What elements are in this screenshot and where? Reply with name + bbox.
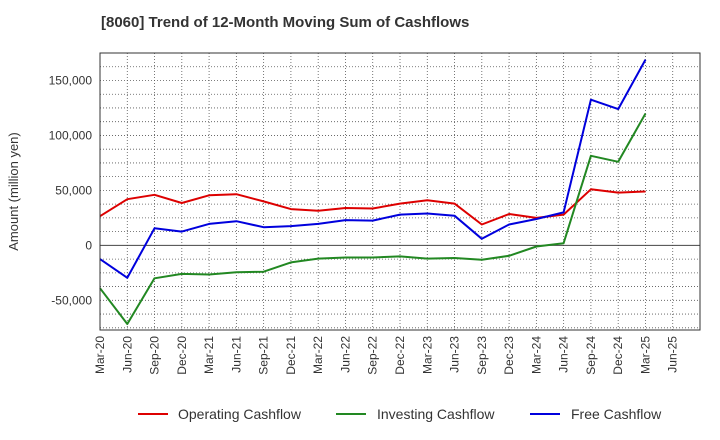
legend-label-operating-cashflow: Operating Cashflow: [178, 406, 302, 422]
y-tick-label: 0: [85, 238, 92, 252]
plot-frame: [99, 52, 701, 331]
y-tick-label: 50,000: [55, 183, 92, 197]
x-tick-label: Dec-20: [175, 336, 189, 375]
x-tick-label: Jun-25: [666, 336, 680, 373]
x-tick-label: Dec-24: [611, 336, 625, 375]
x-tick-label: Mar-23: [420, 336, 434, 374]
legend-label-investing-cashflow: Investing Cashflow: [377, 406, 495, 422]
x-tick-label: Mar-20: [93, 336, 107, 374]
x-tick-label: Mar-25: [638, 336, 652, 374]
x-tick-label: Sep-22: [366, 336, 380, 375]
x-tick-label: Mar-24: [529, 336, 543, 374]
x-tick-label: Jun-21: [229, 336, 243, 373]
x-tick-label: Sep-23: [475, 336, 489, 375]
y-tick-label: 100,000: [49, 128, 93, 142]
x-tick-label: Dec-21: [284, 336, 298, 375]
y-axis-label: Amount (million yen): [6, 132, 21, 251]
chart-title: [8060] Trend of 12-Month Moving Sum of C…: [101, 14, 470, 31]
x-tick-label: Dec-22: [393, 336, 407, 375]
legend: Operating Cashflow Investing Cashflow Free…: [138, 406, 662, 422]
series-line-operating-cashflow: [99, 188, 646, 226]
x-tick-label: Jun-24: [557, 336, 571, 373]
series-line-investing-cashflow: [99, 113, 647, 325]
x-tick-label: Sep-21: [257, 336, 271, 375]
x-tick-label: Jun-23: [448, 336, 462, 373]
y-tick-label: -50,000: [51, 293, 92, 307]
x-tick-label: Sep-24: [584, 336, 598, 375]
y-tick-label: 150,000: [49, 73, 93, 87]
y-tick-labels: -50,000 0 50,000 100,000 150,000: [49, 73, 93, 307]
legend-label-free-cashflow: Free Cashflow: [571, 406, 662, 422]
x-tick-label: Jun-20: [120, 336, 134, 373]
x-tick-label: Dec-23: [502, 336, 516, 375]
series-lines: [99, 59, 647, 325]
x-tick-label: Jun-22: [338, 336, 352, 373]
x-tick-label: Mar-22: [311, 336, 325, 374]
x-tick-labels: Mar-20 Jun-20 Sep-20 Dec-20 Mar-21 Jun-21 Sep-…: [93, 336, 680, 375]
series-line-free-cashflow: [99, 59, 647, 279]
x-tick-label: Sep-20: [148, 336, 162, 375]
x-tick-label: Mar-21: [202, 336, 216, 374]
